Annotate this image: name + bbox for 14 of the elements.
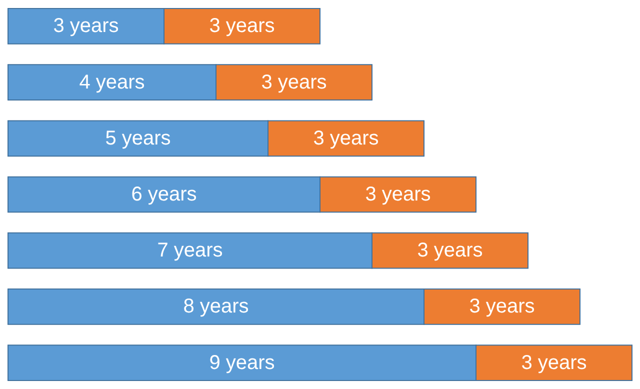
data-label: 8 years: [183, 296, 249, 318]
data-label: 3 years: [417, 240, 483, 262]
data-label: 3 years: [313, 127, 379, 150]
data-label: 3 years: [521, 352, 587, 374]
data-label: 7 years: [157, 240, 223, 262]
data-label: 9 years: [209, 352, 275, 374]
data-label: 3 years: [469, 296, 535, 318]
data-label: 5 years: [105, 127, 171, 150]
data-label: 3 years: [261, 71, 327, 94]
data-label: 3 years: [209, 15, 275, 38]
data-label: 6 years: [131, 184, 197, 206]
data-label: 4 years: [79, 71, 145, 94]
data-label: 3 years: [365, 184, 431, 206]
data-label: 3 years: [53, 15, 119, 38]
